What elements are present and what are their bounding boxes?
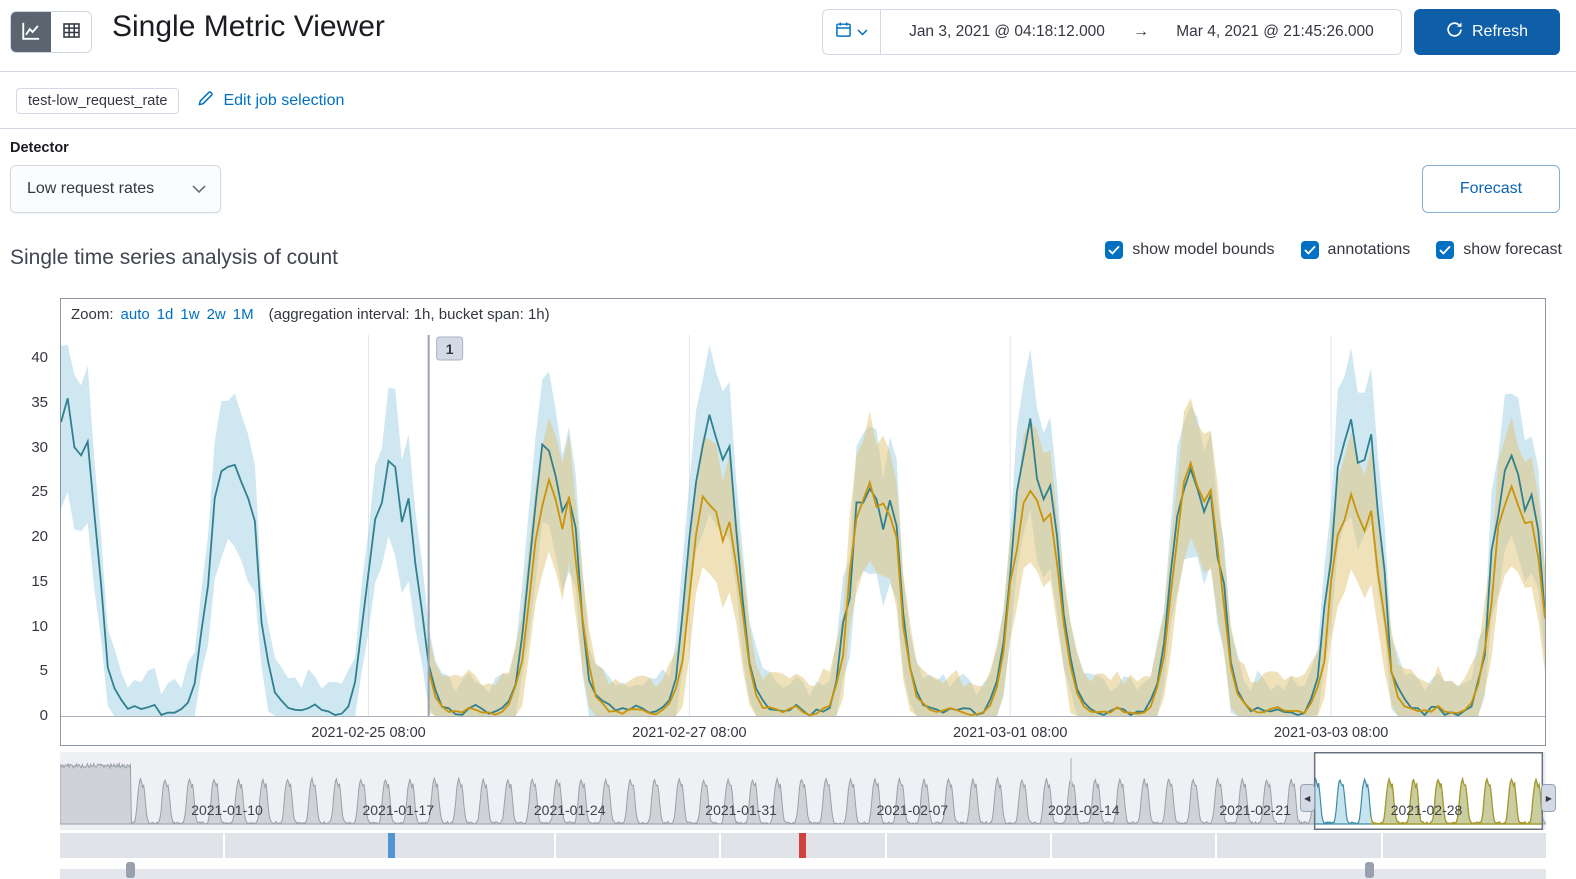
detector-select[interactable]: Low request rates	[10, 165, 221, 213]
aggregation-interval-label: (aggregation interval: 1h, bucket span: …	[268, 306, 550, 323]
detector-selected-value: Low request rates	[27, 180, 155, 197]
checkbox-label: show forecast	[1463, 241, 1562, 258]
swimlane-cell[interactable]	[225, 833, 389, 858]
swimlane-cell[interactable]	[1382, 833, 1546, 858]
date-range-arrow-icon: →	[1133, 23, 1149, 40]
navigator-tick-label: 2021-01-24	[534, 802, 606, 818]
zoom-option-1M[interactable]: 1M	[232, 306, 254, 323]
context-navigator-chart[interactable]: 2021-01-10 2021-01-17 2021-01-24 2021-01-31…	[60, 752, 1546, 830]
y-axis-tick-label: 35	[31, 393, 48, 411]
zoom-option-2w[interactable]: 2w	[206, 306, 226, 323]
swimlane-cell[interactable]	[555, 833, 720, 858]
checkbox-checked-icon	[1436, 241, 1455, 259]
y-axis-tick-label: 25	[31, 483, 48, 501]
y-axis-tick-label: 10	[31, 617, 48, 635]
zoom-option-auto[interactable]: auto	[120, 306, 150, 323]
forecast-bounds-band	[428, 397, 1545, 716]
datepicker-menu-button[interactable]	[823, 10, 881, 54]
chart-options: show model bounds annotations show forec…	[1105, 241, 1562, 259]
refresh-icon	[1446, 21, 1463, 43]
zoom-label: Zoom:	[71, 306, 114, 323]
swimlane-cell[interactable]	[60, 833, 224, 858]
y-axis-tick-label: 40	[31, 349, 48, 366]
table-icon	[62, 21, 81, 43]
edit-job-selection-link[interactable]: Edit job selection	[197, 90, 344, 112]
forecast-line	[427, 459, 1545, 717]
job-badge[interactable]: test-low_request_rate	[16, 88, 180, 114]
navigator-tick-label: 2021-02-21	[1219, 802, 1291, 818]
edit-job-selection-label: Edit job selection	[223, 92, 345, 109]
x-axis-tick-label: 2021-03-01 08:00	[953, 725, 1068, 741]
selection-background	[1314, 752, 1543, 830]
annotations-checkbox[interactable]: annotations	[1300, 241, 1411, 259]
zoom-option-1w[interactable]: 1w	[180, 306, 200, 323]
actual-values-line	[61, 398, 1545, 718]
forecast-button[interactable]: Forecast	[1422, 165, 1560, 213]
chart-section-title: Single time series analysis of count	[10, 246, 338, 269]
main-chart-panel: Zoom: auto 1d 1w 2w 1M (aggregation inte…	[60, 298, 1546, 746]
navigator-tick-label: 2021-01-10	[191, 802, 263, 818]
navigator-tick-label: 2021-01-17	[362, 802, 434, 818]
swimlane-anomaly-marker[interactable]	[388, 833, 396, 858]
swimlane-cell[interactable]	[1217, 833, 1381, 858]
show-model-bounds-checkbox[interactable]: show model bounds	[1105, 241, 1275, 259]
navigator-tick-label: 2021-02-28	[1391, 802, 1463, 818]
annotations-track-bar	[60, 869, 1546, 879]
page-title: Single Metric Viewer	[112, 10, 385, 43]
main-timeseries-chart[interactable]: 1 2021-02-25 08:00 2021-02-27 08:00 2021-03…	[61, 299, 1545, 745]
brush-handle-left[interactable]: ◀	[1299, 784, 1315, 812]
checkbox-checked-icon	[1105, 241, 1124, 259]
navigator-series-forecast	[1370, 776, 1543, 825]
x-axis-tick-label: 2021-02-25 08:00	[311, 725, 426, 741]
zoom-controls: Zoom: auto 1d 1w 2w 1M (aggregation inte…	[71, 306, 550, 323]
x-axis-tick-label: 2021-03-03 08:00	[1274, 725, 1389, 741]
checkbox-checked-icon	[1300, 241, 1319, 259]
y-axis-tick-label: 30	[31, 438, 48, 456]
navigator-tick-label: 2021-01-31	[705, 802, 777, 818]
swimlane-cell[interactable]	[1051, 833, 1216, 858]
swimlane-anomaly-marker[interactable]	[799, 833, 807, 858]
swimlane-cell[interactable]	[390, 833, 554, 858]
header-divider	[0, 71, 1576, 72]
navigator-tick-label: 2021-02-07	[877, 802, 949, 818]
navigator-tick-label: 2021-02-14	[1048, 802, 1120, 818]
x-axis-tick-label: 2021-02-27 08:00	[632, 725, 747, 741]
annotation-marker[interactable]	[1364, 862, 1374, 878]
y-axis-tick-label: 0	[39, 707, 48, 724]
end-date-button[interactable]: Mar 4, 2021 @ 21:45:26.000	[1176, 23, 1374, 40]
pencil-icon	[197, 90, 214, 112]
section-divider	[0, 128, 1576, 129]
y-axis-tick-label: 5	[39, 662, 48, 680]
refresh-label: Refresh	[1471, 23, 1529, 40]
navigator-series-gray	[60, 761, 1546, 825]
y-axis-tick-label: 20	[31, 528, 48, 545]
line-chart-icon	[21, 21, 41, 44]
annotation-marker[interactable]	[126, 862, 136, 878]
annotations-track	[60, 862, 1546, 879]
show-forecast-checkbox[interactable]: show forecast	[1436, 241, 1562, 259]
calendar-icon	[835, 21, 852, 43]
view-toggle-group	[10, 11, 92, 53]
chevron-down-icon	[857, 23, 868, 41]
detector-label: Detector	[10, 140, 69, 156]
zoom-option-1d[interactable]: 1d	[156, 306, 174, 323]
checkbox-label: annotations	[1327, 241, 1411, 258]
brush-handle-right[interactable]: ▶	[1541, 784, 1557, 812]
annotation-badge[interactable]	[436, 336, 464, 361]
job-selection-row: test-low_request_rate Edit job selection	[16, 88, 344, 114]
date-range-picker: Jan 3, 2021 @ 04:18:12.000 → Mar 4, 2021…	[822, 9, 1402, 55]
chevron-down-icon	[192, 180, 206, 198]
checkbox-label: show model bounds	[1132, 241, 1275, 258]
anomaly-swimlane[interactable]	[60, 833, 1546, 858]
annotation-badge-label: 1	[446, 341, 454, 357]
refresh-button[interactable]: Refresh	[1414, 9, 1560, 55]
swimlane-cell[interactable]	[886, 833, 1050, 858]
table-view-button[interactable]	[51, 12, 91, 52]
chart-view-button[interactable]	[11, 12, 51, 52]
y-axis-tick-label: 15	[31, 572, 48, 590]
start-date-button[interactable]: Jan 3, 2021 @ 04:18:12.000	[909, 23, 1105, 40]
